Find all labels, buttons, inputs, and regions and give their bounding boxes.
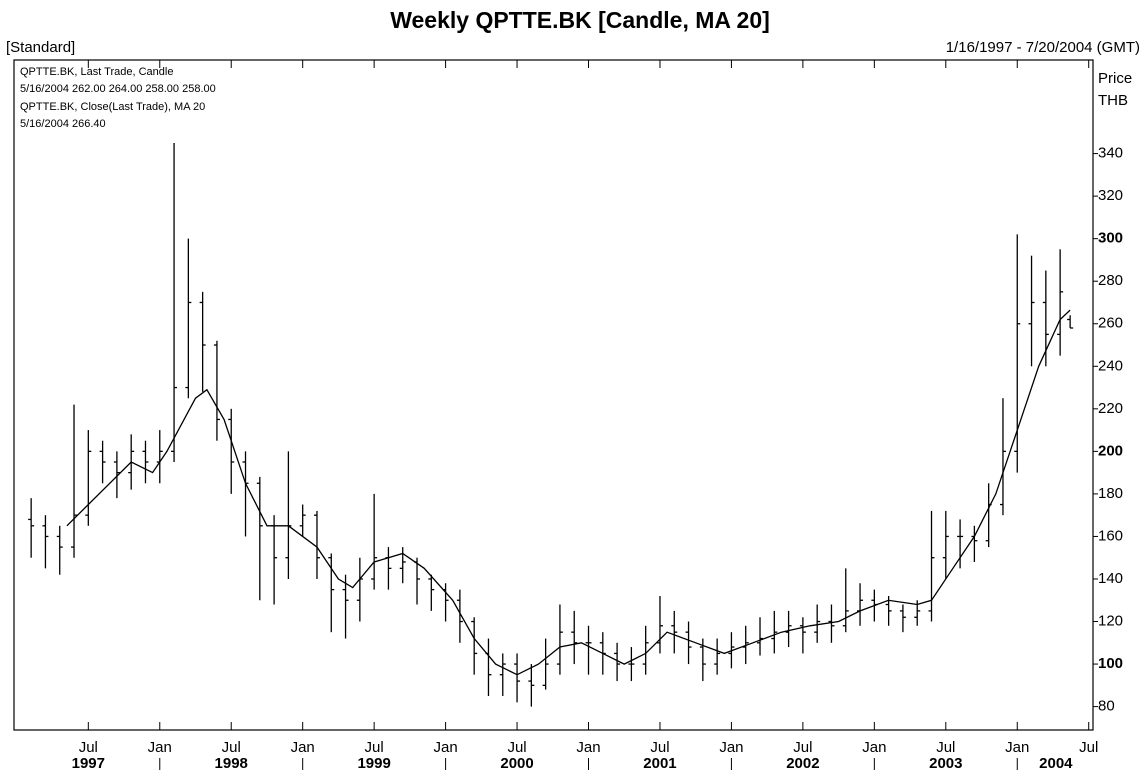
y-tick-label: 120: [1098, 612, 1123, 629]
y-tick-label: 80: [1098, 698, 1115, 715]
y-tick-label: 280: [1098, 272, 1123, 289]
x-tick-label: Jul: [365, 739, 384, 756]
y-tick-label: 300: [1098, 230, 1123, 247]
x-tick-label: Jul: [222, 739, 241, 756]
x-tick-label: Jul: [507, 739, 526, 756]
y-axis-label: Price: [1098, 70, 1132, 87]
x-tick-label: Jul: [650, 739, 669, 756]
year-label: 2000: [500, 755, 533, 772]
year-label: 1997: [72, 755, 105, 772]
y-tick-label: 220: [1098, 400, 1123, 417]
x-tick-label: Jan: [1005, 739, 1029, 756]
legend-entry: QPTTE.BK, Last Trade, Candle: [20, 66, 173, 78]
chart: Weekly QPTTE.BK [Candle, MA 20] [Standar…: [0, 0, 1147, 772]
x-tick-label: Jan: [719, 739, 743, 756]
x-tick-label: Jul: [79, 739, 98, 756]
y-tick-label: 180: [1098, 485, 1123, 502]
y-tick-label: 340: [1098, 145, 1123, 162]
x-tick-label: Jan: [291, 739, 315, 756]
x-tick-label: Jul: [936, 739, 955, 756]
y-axis-label: THB: [1098, 92, 1128, 109]
y-tick-label: 260: [1098, 315, 1123, 332]
y-tick-label: 200: [1098, 442, 1123, 459]
x-tick-label: Jan: [862, 739, 886, 756]
y-tick-label: 160: [1098, 527, 1123, 544]
chart-title: Weekly QPTTE.BK [Candle, MA 20]: [390, 7, 770, 33]
year-label: 2002: [786, 755, 819, 772]
plot-frame: [14, 60, 1093, 730]
legend-entry: QPTTE.BK, Close(Last Trade), MA 20: [20, 101, 205, 113]
x-tick-label: Jan: [434, 739, 458, 756]
y-tick-label: 140: [1098, 570, 1123, 587]
x-tick-label: Jan: [576, 739, 600, 756]
date-range: 1/16/1997 - 7/20/2004 (GMT): [946, 39, 1140, 56]
year-label: 1998: [215, 755, 248, 772]
year-label: 1999: [357, 755, 390, 772]
y-tick-label: 320: [1098, 187, 1123, 204]
y-tick-label: 100: [1098, 655, 1123, 672]
x-tick-label: Jul: [1079, 739, 1098, 756]
y-tick-label: 240: [1098, 357, 1123, 374]
year-label: 2004: [1039, 755, 1073, 772]
x-tick-label: Jan: [148, 739, 172, 756]
subtitle-left: [Standard]: [6, 39, 75, 56]
legend-value: 5/16/2004 266.40: [20, 118, 106, 130]
year-label: 2001: [643, 755, 676, 772]
legend-value: 5/16/2004 262.00 264.00 258.00 258.00: [20, 83, 216, 95]
year-label: 2003: [929, 755, 962, 772]
x-tick-label: Jul: [793, 739, 812, 756]
